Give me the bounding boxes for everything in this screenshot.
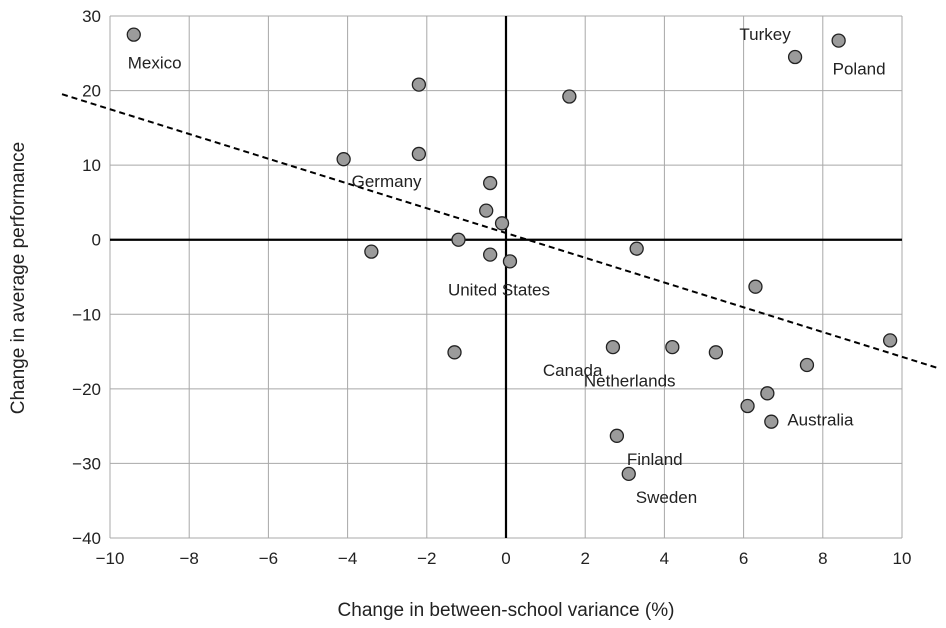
data-point: [831, 33, 846, 48]
data-point: [483, 175, 498, 191]
data-point: [411, 77, 427, 92]
point-label: Canada: [543, 361, 603, 380]
data-point: [708, 345, 724, 360]
x-tick-label: 4: [660, 549, 669, 568]
x-tick-label: 0: [501, 549, 510, 568]
data-point: [451, 232, 466, 247]
x-tick-label: 6: [739, 549, 748, 568]
y-axis-title: Change in average performance: [8, 142, 29, 415]
data-point: [609, 428, 625, 443]
data-point: [799, 357, 815, 373]
data-point: [665, 339, 680, 355]
point-label: Australia: [787, 411, 854, 430]
y-tick-label: 0: [92, 231, 101, 250]
point-label: Turkey: [739, 25, 791, 44]
point-label: Netherlands: [584, 371, 676, 390]
x-tick-label: 2: [580, 549, 589, 568]
point-label: Germany: [352, 172, 422, 191]
data-point: [336, 152, 351, 167]
data-point: [126, 27, 141, 42]
data-point: [621, 466, 636, 482]
data-point: [605, 339, 621, 355]
data-point: [479, 203, 494, 218]
x-tick-label: −6: [259, 549, 278, 568]
y-tick-label: −30: [72, 454, 101, 473]
y-tick-label: 30: [82, 7, 101, 26]
data-point: [502, 254, 518, 269]
y-tick-label: −20: [72, 380, 101, 399]
data-point: [760, 386, 775, 401]
x-tick-label: −4: [338, 549, 357, 568]
y-tick-label: −40: [72, 529, 101, 548]
point-label: United States: [448, 280, 550, 299]
point-label: Finland: [627, 450, 683, 469]
trend-line: [61, 93, 938, 369]
data-point: [882, 333, 898, 348]
x-axis-title: Change in between-school variance (%): [338, 600, 675, 621]
data-points: [126, 27, 898, 482]
y-tick-label: 10: [82, 156, 101, 175]
zero-axes: [110, 16, 902, 538]
y-tick-label: 20: [82, 82, 101, 101]
y-tick-labels: −40 −30 −20 −10 0 10 20 30: [72, 7, 101, 548]
x-tick-label: −10: [96, 549, 125, 568]
data-point: [764, 414, 779, 429]
data-point: [562, 89, 577, 104]
trendline: [61, 93, 938, 369]
data-point: [364, 244, 379, 259]
point-labels: Mexico Turkey Poland Germany United States Ca…: [128, 25, 886, 507]
data-point: [447, 345, 462, 360]
data-point: [629, 241, 644, 256]
x-tick-label: 8: [818, 549, 827, 568]
x-tick-label: −2: [417, 549, 436, 568]
data-point: [787, 49, 803, 65]
y-tick-label: −10: [72, 305, 101, 324]
x-tick-label: 10: [893, 549, 912, 568]
point-label: Sweden: [636, 488, 697, 507]
x-tick-labels: −10 −8 −6 −4 −2 0 2 4 6 8 10: [96, 549, 912, 568]
data-point: [748, 279, 763, 294]
x-tick-label: −8: [180, 549, 199, 568]
data-point: [411, 146, 427, 162]
point-label: Poland: [833, 60, 886, 79]
point-label: Mexico: [128, 54, 182, 73]
data-point: [494, 216, 510, 231]
data-point: [483, 247, 498, 262]
data-point: [740, 398, 755, 414]
